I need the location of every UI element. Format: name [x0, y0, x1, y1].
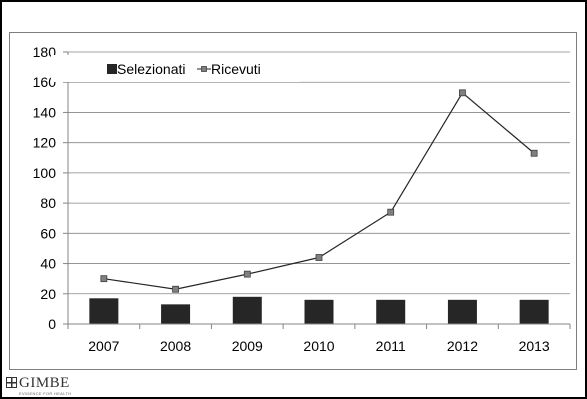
gimbe-logo-icon: [6, 377, 17, 388]
bar-2012: [447, 299, 477, 324]
bar-2007: [89, 298, 119, 324]
legend-label-selezionati: Selezionati: [117, 61, 186, 77]
point-2012: [459, 89, 466, 97]
point-2013: [530, 149, 538, 157]
x-tick-label-2011: 2011: [376, 338, 406, 354]
axes: [63, 51, 571, 329]
legend-swatch-ricevuti-marker: [201, 66, 207, 72]
line-series: [100, 89, 538, 293]
logo-name: GIMBE: [19, 375, 70, 391]
point-2009: [243, 270, 251, 278]
x-tick-labels: 2007 2008 2009 2010 2011 2012 2013: [88, 338, 550, 354]
y-tick-label-100: 100: [33, 165, 57, 181]
point-2010: [315, 254, 323, 261]
x-tick-label-2007: 2007: [88, 338, 119, 354]
bar-series: [89, 296, 549, 324]
y-tick-label-60: 60: [40, 225, 56, 241]
y-tick-label-140: 140: [33, 104, 57, 120]
logo-tagline: EVIDENCE FOR HEALTH: [19, 391, 72, 396]
y-tick-labels: 0 20 40 60 80 100 120 140 160 180: [33, 44, 57, 332]
point-2008: [172, 285, 179, 293]
y-tick-label-120: 120: [33, 135, 57, 151]
chart-legend: Selezionati Ricevuti: [51, 55, 300, 82]
legend-box: [51, 55, 300, 82]
gimbe-logo: GIMBE EVIDENCE FOR HEALTH: [6, 376, 71, 396]
x-tick-label-2013: 2013: [519, 338, 550, 354]
y-tick-label-20: 20: [40, 286, 56, 302]
bar-2009: [232, 296, 262, 324]
bar-2008: [161, 304, 191, 324]
bar-2010: [304, 299, 334, 324]
point-2011: [387, 208, 395, 216]
legend-label-ricevuti: Ricevuti: [211, 61, 261, 77]
combo-chart: 0 20 40 60 80 100 120 140 160 180 2007 2008 2009 201…: [33, 44, 571, 354]
x-tick-label-2010: 2010: [303, 338, 334, 354]
legend-swatch-selezionati: [107, 64, 117, 74]
x-tick-label-2008: 2008: [160, 338, 191, 354]
bar-2013: [519, 299, 549, 324]
x-tick-label-2009: 2009: [232, 338, 263, 354]
chart-area: 0 20 40 60 80 100 120 140 160 180 2007 2008 2009 201…: [9, 32, 577, 370]
y-tick-label-160: 160: [33, 74, 57, 90]
y-tick-label-180: 180: [33, 44, 57, 60]
y-tick-label-40: 40: [40, 256, 56, 272]
y-tick-label-0: 0: [48, 316, 56, 332]
bar-2011: [376, 299, 406, 324]
y-tick-label-80: 80: [40, 195, 56, 211]
point-2007: [100, 275, 108, 283]
x-tick-label-2012: 2012: [447, 338, 478, 354]
